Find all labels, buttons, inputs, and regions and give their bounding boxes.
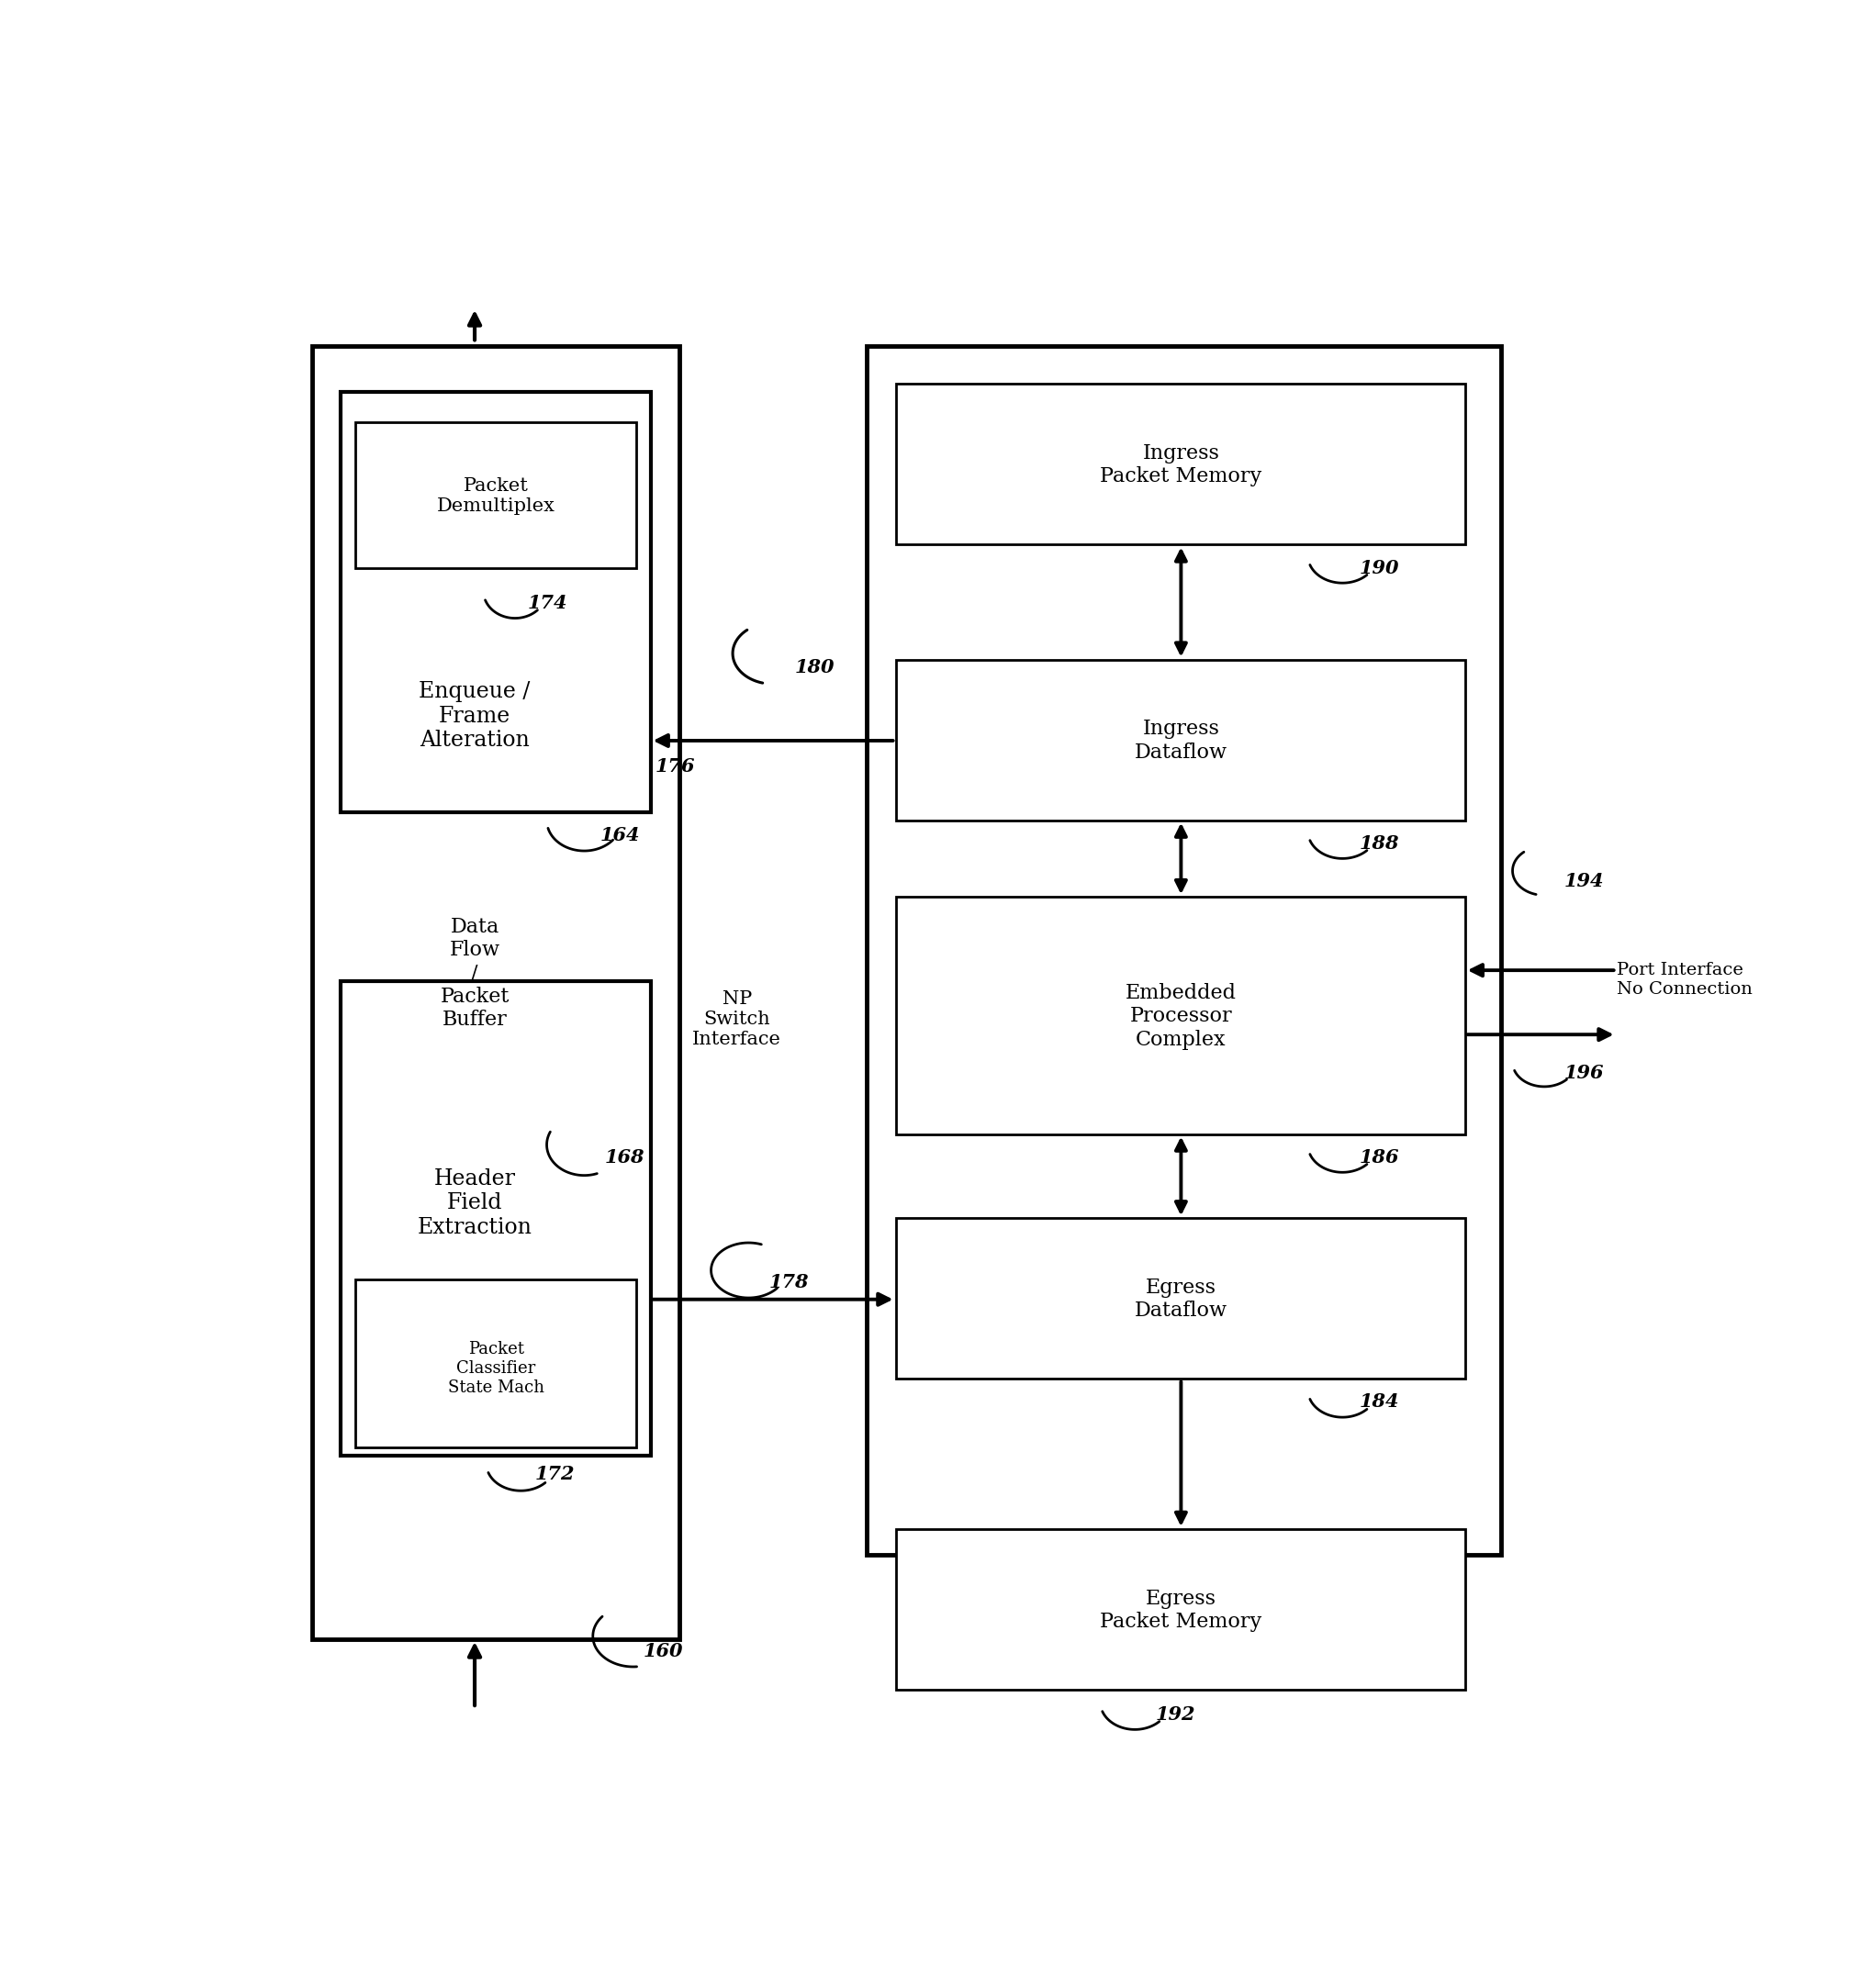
Text: Egress
Packet Memory: Egress Packet Memory (1099, 1588, 1261, 1632)
Text: 164: 164 (601, 827, 640, 845)
Text: Packet
Classifier
State Mach: Packet Classifier State Mach (448, 1342, 545, 1396)
Text: Embedded
Processor
Complex: Embedded Processor Complex (1125, 982, 1237, 1050)
Text: Header
Field
Extraction: Header Field Extraction (417, 1169, 532, 1239)
Bar (897, 897, 1466, 1133)
Text: Enqueue /
Frame
Alteration: Enqueue / Frame Alteration (418, 682, 530, 751)
Text: 176: 176 (655, 757, 696, 775)
Bar (867, 346, 1501, 1555)
Text: Port Interface
No Connection: Port Interface No Connection (1616, 962, 1752, 998)
Text: Packet
Demultiplex: Packet Demultiplex (437, 477, 556, 515)
Bar (897, 384, 1466, 545)
Text: 160: 160 (644, 1642, 683, 1660)
Bar (312, 346, 679, 1640)
Text: 180: 180 (794, 658, 835, 676)
Text: 196: 196 (1564, 1064, 1605, 1081)
Text: 194: 194 (1564, 873, 1605, 891)
Text: Data
Flow
/
Packet
Buffer: Data Flow / Packet Buffer (441, 916, 510, 1030)
Text: Egress
Dataflow: Egress Dataflow (1135, 1278, 1228, 1322)
Text: NP
Switch
Interface: NP Switch Interface (692, 990, 781, 1048)
Bar (355, 1280, 636, 1447)
Text: 188: 188 (1360, 835, 1401, 853)
Bar (340, 980, 651, 1455)
Bar (355, 421, 636, 569)
Bar (897, 1219, 1466, 1380)
Text: 192: 192 (1155, 1706, 1194, 1724)
Text: Ingress
Packet Memory: Ingress Packet Memory (1099, 443, 1261, 487)
Bar (897, 1529, 1466, 1690)
Text: 172: 172 (536, 1465, 575, 1483)
Text: 190: 190 (1360, 559, 1401, 577)
Text: 184: 184 (1360, 1394, 1401, 1411)
Text: 186: 186 (1360, 1147, 1401, 1167)
Text: 168: 168 (604, 1147, 644, 1167)
Text: 174: 174 (528, 594, 567, 612)
Bar (897, 660, 1466, 821)
Text: 178: 178 (768, 1274, 809, 1292)
Text: Ingress
Dataflow: Ingress Dataflow (1135, 720, 1228, 763)
Bar (340, 392, 651, 813)
